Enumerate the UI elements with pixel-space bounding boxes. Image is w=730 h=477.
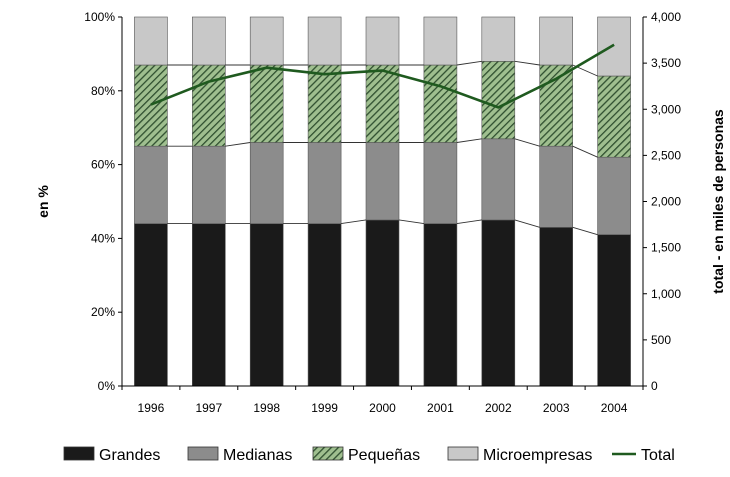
bar-microempresas-1998 xyxy=(249,16,284,66)
bar-grandes-1997 xyxy=(192,223,226,387)
series-line-medianas xyxy=(225,142,251,147)
bar-microempresas-1996 xyxy=(134,16,168,66)
legend-swatch-grandes xyxy=(63,446,95,461)
bar-pequeñas-1996 xyxy=(134,64,168,147)
bar-microempresas-1997 xyxy=(192,16,226,66)
x-tick-label: 1999 xyxy=(311,401,338,415)
legend-label-pequeñas: Pequeñas xyxy=(348,447,420,464)
bar-pequeñas-2003 xyxy=(539,64,574,147)
x-tick-label: 1998 xyxy=(253,401,280,415)
bar-pequeñas-2001 xyxy=(423,64,458,143)
legend-label-medianas: Medianas xyxy=(223,447,292,464)
series-line-grandes xyxy=(398,219,424,225)
bar-grandes-2000 xyxy=(365,219,400,387)
legend-swatch-medianas xyxy=(187,446,219,461)
right-tick-label: 1,500 xyxy=(651,241,681,255)
bar-grandes-1999 xyxy=(307,223,342,387)
right-tick-label: 3,000 xyxy=(651,102,681,116)
bar-microempresas-2004 xyxy=(597,16,631,77)
bar-medianas-2001 xyxy=(423,142,458,224)
series-line-medianas xyxy=(456,138,482,143)
series-line-pequeñas xyxy=(456,60,482,66)
x-tick-label: 2002 xyxy=(485,401,512,415)
right-tick-label: 3,500 xyxy=(651,56,681,70)
right-tick-label: 2,000 xyxy=(651,195,681,209)
x-tick-label: 2001 xyxy=(427,401,454,415)
bar-pequeñas-1999 xyxy=(307,64,342,143)
total-line xyxy=(150,43,615,109)
bar-medianas-1998 xyxy=(249,142,284,224)
bar-medianas-2003 xyxy=(539,145,574,228)
right-tick-label: 2,500 xyxy=(651,148,681,162)
legend-label-grandes: Grandes xyxy=(99,447,160,464)
left-tick-label: 100% xyxy=(84,10,115,24)
right-tick-label: 1,000 xyxy=(651,287,681,301)
left-tick-label: 40% xyxy=(91,231,115,245)
left-tick-label: 60% xyxy=(91,158,115,172)
bar-grandes-2002 xyxy=(481,219,516,387)
bar-medianas-2000 xyxy=(365,142,400,221)
legend-label-total: Total xyxy=(641,447,675,464)
bar-medianas-2004 xyxy=(597,156,631,235)
bar-pequeñas-2004 xyxy=(597,75,631,158)
bar-microempresas-2002 xyxy=(481,16,516,62)
x-tick-label: 2003 xyxy=(543,401,570,415)
bar-microempresas-2003 xyxy=(539,16,574,66)
left-tick-label: 0% xyxy=(98,379,116,393)
right-tick-label: 0 xyxy=(651,379,658,393)
bar-grandes-1996 xyxy=(134,223,168,387)
series-line-grandes xyxy=(456,219,482,225)
legend-label-microempresas: Microempresas xyxy=(483,447,592,464)
bar-medianas-2002 xyxy=(481,138,516,221)
series-line-grandes xyxy=(341,219,367,225)
left-tick-label: 80% xyxy=(91,84,115,98)
series-line-grandes xyxy=(514,219,540,228)
legend-swatch-pequeñas xyxy=(312,446,344,461)
bar-grandes-2003 xyxy=(539,227,574,387)
series-line-grandes xyxy=(572,226,598,236)
right-tick-label: 500 xyxy=(651,333,671,347)
bar-grandes-1998 xyxy=(249,223,284,387)
bar-microempresas-1999 xyxy=(307,16,342,66)
bar-pequeñas-2002 xyxy=(481,60,516,140)
x-tick-label: 2000 xyxy=(369,401,396,415)
x-tick-label: 2004 xyxy=(601,401,628,415)
bar-microempresas-2000 xyxy=(365,16,400,66)
bar-pequeñas-1998 xyxy=(249,64,284,143)
bar-grandes-2004 xyxy=(597,234,631,387)
bar-pequeñas-2000 xyxy=(365,64,400,143)
series-line-pequeñas xyxy=(514,60,540,66)
bar-medianas-1997 xyxy=(192,145,226,224)
x-tick-label: 1996 xyxy=(138,401,165,415)
right-tick-label: 4,000 xyxy=(651,10,681,24)
legend-swatch-microempresas xyxy=(447,446,479,461)
left-tick-label: 20% xyxy=(91,305,115,319)
bar-microempresas-2001 xyxy=(423,16,458,66)
x-tick-label: 1997 xyxy=(195,401,222,415)
series-line-medianas xyxy=(514,138,540,147)
bar-grandes-2001 xyxy=(423,223,458,387)
bar-pequeñas-1997 xyxy=(192,64,226,147)
y-axis-title-left: en % xyxy=(35,185,51,218)
bar-medianas-1996 xyxy=(134,145,168,224)
y-axis-title-right: total - en miles de personas xyxy=(710,109,726,294)
bar-medianas-1999 xyxy=(307,142,342,224)
series-line-medianas xyxy=(572,145,598,158)
